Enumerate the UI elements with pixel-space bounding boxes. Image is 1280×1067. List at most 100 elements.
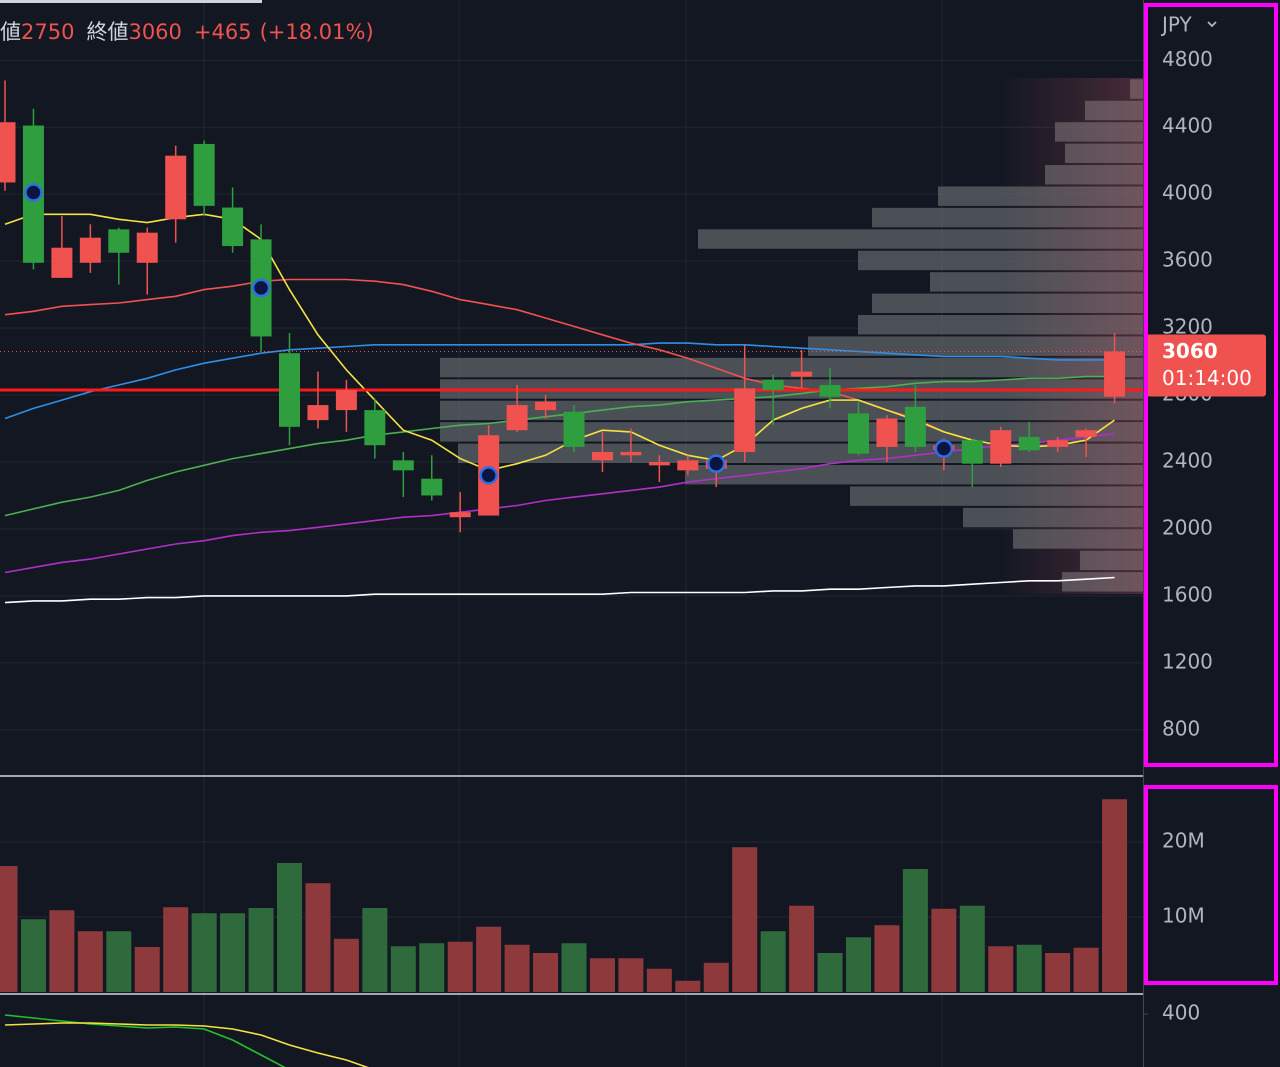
signal-marker xyxy=(479,466,498,485)
volume-bar xyxy=(163,907,189,992)
volume-bar xyxy=(0,866,18,992)
signal-marker xyxy=(934,439,954,458)
candle-body xyxy=(165,155,187,220)
highlight-box xyxy=(1144,785,1278,985)
candle-body xyxy=(1104,351,1126,397)
profile-shade xyxy=(1000,78,1143,594)
candle-body xyxy=(1018,436,1040,451)
volume-bar xyxy=(988,946,1014,992)
candle-body xyxy=(734,388,756,452)
volume-bar xyxy=(789,905,815,992)
volume-bar xyxy=(846,937,871,992)
header-change: +465 xyxy=(194,20,252,44)
volume-bar xyxy=(191,913,217,992)
axes: 4800440040003600320028002400200016001200… xyxy=(1146,47,1266,1025)
profile-bar xyxy=(440,400,1143,421)
candle-body xyxy=(364,410,386,446)
candle-body xyxy=(335,390,357,411)
volume-bar xyxy=(959,905,985,992)
y-tick-label: 1200 xyxy=(1162,649,1213,673)
candle-body xyxy=(392,460,414,471)
volume-bar xyxy=(561,943,587,992)
volume-bar xyxy=(533,953,559,992)
volume-bar xyxy=(77,931,103,992)
volume-bar xyxy=(305,883,331,992)
ma-line xyxy=(4,342,1115,420)
currency-chevron[interactable] xyxy=(1207,21,1217,28)
ma-line xyxy=(4,576,1115,604)
volume-bar xyxy=(703,962,729,992)
candle-body xyxy=(421,478,443,496)
volume-bar xyxy=(675,980,701,992)
price-pane xyxy=(0,80,1143,604)
y-tick-label: 4000 xyxy=(1162,181,1213,205)
candle-body xyxy=(762,379,784,391)
candle-body xyxy=(279,353,300,427)
candle-body xyxy=(819,384,841,397)
candle-body xyxy=(563,411,585,447)
y-tick-label: 1600 xyxy=(1162,582,1213,606)
volume-bar xyxy=(390,946,416,992)
volume-bar xyxy=(476,926,502,992)
currency[interactable]: JPY xyxy=(1160,13,1193,37)
volume-bar xyxy=(931,908,957,992)
volume-bar xyxy=(760,931,786,992)
volume-bar xyxy=(589,958,615,992)
header-change-pct: (+18.01%) xyxy=(260,20,374,44)
candle-body xyxy=(591,451,613,461)
indicator-pane xyxy=(4,1014,369,1067)
y-tick-label: 4400 xyxy=(1162,114,1213,138)
volume-bar xyxy=(447,941,473,992)
volume-bar xyxy=(220,913,246,992)
y-tick-label: 2400 xyxy=(1162,448,1213,472)
candle-body xyxy=(449,512,471,518)
volume-bar xyxy=(20,919,46,992)
candle-body xyxy=(904,406,926,447)
volume-bar xyxy=(277,863,302,992)
candle-body xyxy=(51,247,73,278)
candle-body xyxy=(990,430,1012,464)
ma-line xyxy=(4,1014,286,1067)
candle-body xyxy=(1075,430,1097,437)
volume-bar xyxy=(618,958,644,992)
volume-bar xyxy=(874,925,900,992)
candle-body xyxy=(222,207,244,247)
ma-line xyxy=(4,375,1115,517)
candle-body xyxy=(620,451,642,456)
volume-bar xyxy=(1016,944,1042,992)
volume-bar xyxy=(333,938,359,992)
candle-body xyxy=(876,418,898,447)
candle-body xyxy=(791,371,813,377)
volume-bar xyxy=(1073,947,1099,992)
header-label: 値 xyxy=(0,20,21,44)
signal-marker xyxy=(707,454,726,473)
volume-bar xyxy=(817,953,843,992)
header-label: 終値 xyxy=(86,20,128,44)
candle-body xyxy=(961,440,983,464)
volume-bar xyxy=(362,908,388,992)
candle-body xyxy=(0,122,16,183)
y-tick-label: 400 xyxy=(1162,1001,1200,1025)
candle-body xyxy=(535,401,557,411)
volume-bar xyxy=(106,931,132,992)
candle-body xyxy=(677,460,699,471)
header: 値2750 終値3060 +465 (+18.01%) xyxy=(0,20,374,44)
candle-body xyxy=(79,237,101,263)
candle-body xyxy=(848,413,869,454)
volume-bar xyxy=(248,908,274,992)
volume-bar xyxy=(504,944,530,992)
volume-pane xyxy=(0,799,1128,992)
volume-bar xyxy=(1102,799,1128,992)
countdown: 01:14:00 xyxy=(1162,366,1252,390)
candle-body xyxy=(1047,440,1069,447)
y-tick-label: 20M xyxy=(1162,829,1205,853)
volume-bar xyxy=(902,869,928,992)
candle-body xyxy=(307,405,329,421)
candle-body xyxy=(108,229,130,253)
signal-marker xyxy=(251,278,271,298)
signal-marker xyxy=(24,183,43,202)
y-tick-label: 10M xyxy=(1162,904,1205,928)
last-price-label: 3060 xyxy=(1162,339,1218,363)
highlight-box xyxy=(1144,3,1278,767)
